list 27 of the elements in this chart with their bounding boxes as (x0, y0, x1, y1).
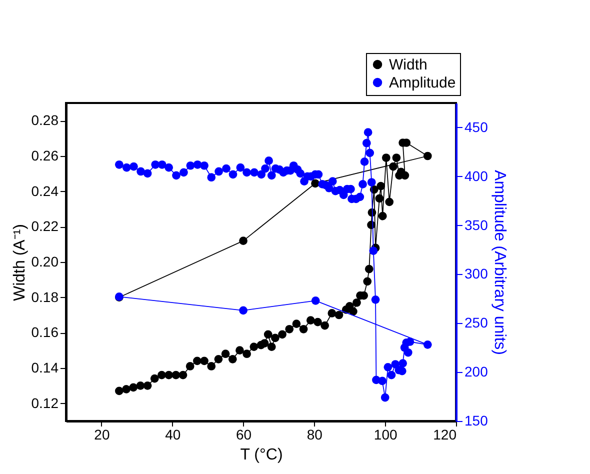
y-tick-label: 0.18 (31, 288, 59, 305)
y-axis-title: Width (A⁻¹) (11, 224, 28, 301)
y2-tick-label: 400 (464, 168, 488, 184)
legend-label: Width (389, 56, 428, 74)
y-tick-label: 0.14 (31, 360, 59, 376)
x-tick-label: 40 (165, 426, 181, 442)
y2-tick-label: 300 (464, 266, 488, 282)
y-tick-label: 0.24 (31, 182, 59, 199)
x-tick-label: 120 (433, 426, 457, 442)
y-tick-label: 0.22 (31, 218, 59, 234)
x-tick-label: 80 (306, 426, 323, 442)
x-tick-label: 100 (374, 426, 398, 442)
y-tick-label: 0.16 (31, 324, 59, 340)
y2-tick-label: 450 (464, 118, 488, 135)
x-tick-label: 20 (94, 426, 110, 442)
x-axis-title: T (°C) (240, 446, 283, 464)
legend-label: Amplitude (389, 74, 456, 92)
y2-tick-label: 150 (464, 412, 488, 428)
y-tick-label: 0.28 (31, 112, 59, 128)
x-tick-label: 60 (236, 426, 252, 442)
y2-tick-label: 200 (464, 364, 488, 380)
y-tick-label: 0.12 (31, 394, 59, 411)
y2-tick-label: 250 (464, 314, 488, 331)
y2-axis-title: Amplitude (Arbitrary units) (490, 170, 508, 355)
y2-tick-label: 350 (464, 216, 488, 233)
y-tick-label: 0.20 (31, 254, 59, 270)
y-tick-label: 0.26 (31, 148, 59, 164)
